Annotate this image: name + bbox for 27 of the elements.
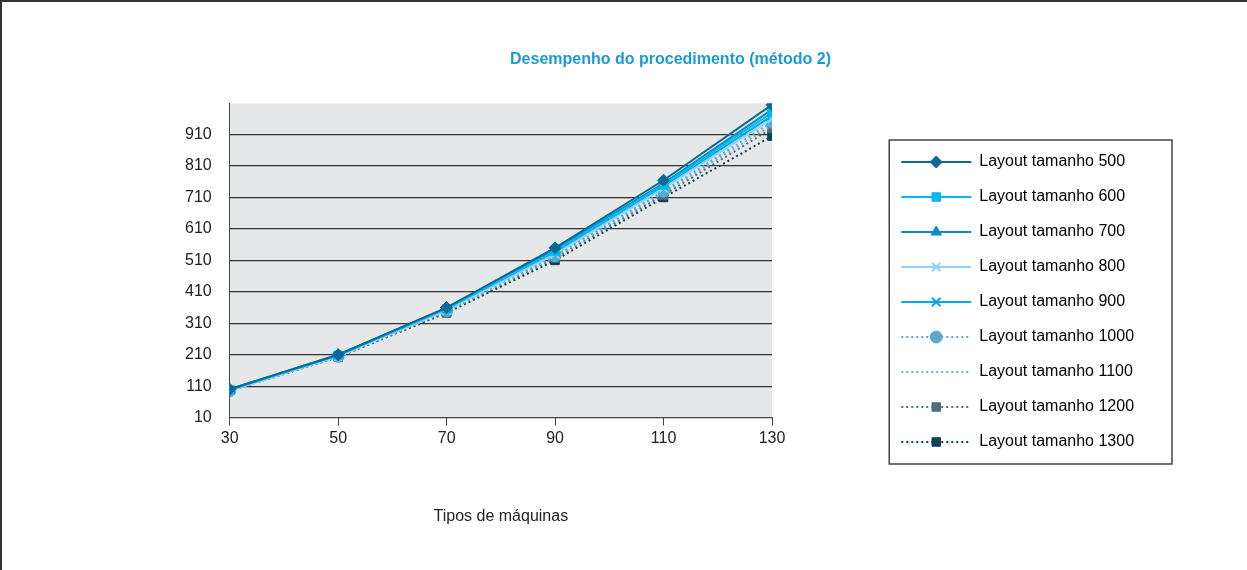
legend-label: Layout tamanho 900	[979, 292, 1126, 310]
legend-label: Layout tamanho 600	[979, 187, 1126, 205]
y-tick-label: 410	[184, 282, 212, 300]
y-tick-label: 610	[184, 219, 212, 237]
x-tick-label: 50	[329, 428, 348, 446]
y-tick-label: 310	[184, 313, 212, 331]
y-tick-label: 110	[186, 376, 212, 394]
legend-label: Layout tamanho 1100	[979, 362, 1133, 380]
x-axis-title: Tipos de máquinas	[433, 506, 569, 524]
y-tick-label: 10	[193, 408, 212, 426]
chart-title: Desempenho do procedimento (método 2)	[510, 50, 831, 68]
y-tick-label: 210	[184, 345, 212, 363]
x-tick-label: 30	[220, 428, 239, 446]
legend-label: Layout tamanho 700	[979, 222, 1126, 240]
y-tick-label: 510	[184, 250, 212, 268]
legend-label: Layout tamanho 500	[979, 152, 1126, 170]
x-tick-label: 90	[546, 428, 565, 446]
x-tick-label: 110	[650, 428, 677, 446]
legend-label: Layout tamanho 1000	[979, 327, 1135, 345]
y-tick-label: 810	[184, 156, 212, 174]
legend-label: Layout tamanho 1200	[979, 397, 1135, 415]
x-tick-label: 70	[437, 428, 456, 446]
x-tick-label: 130	[758, 428, 786, 446]
legend-label: Layout tamanho 800	[979, 257, 1126, 275]
legend-label: Layout tamanho 1300	[979, 432, 1135, 450]
y-tick-label: 910	[184, 125, 212, 143]
y-tick-label: 710	[184, 187, 212, 205]
